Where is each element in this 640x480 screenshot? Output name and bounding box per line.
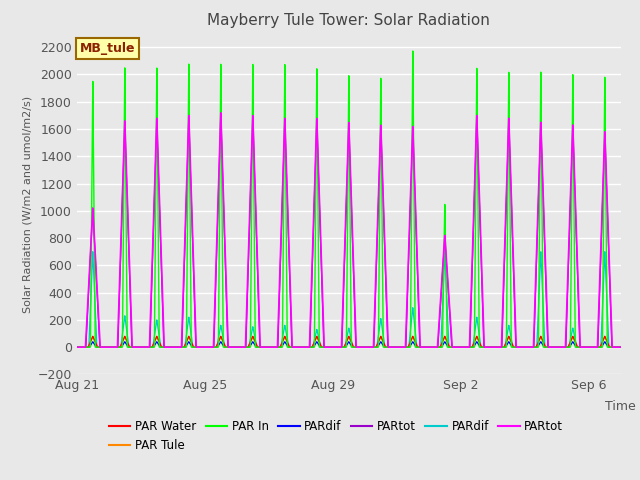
X-axis label: Time: Time bbox=[605, 400, 636, 413]
Title: Mayberry Tule Tower: Solar Radiation: Mayberry Tule Tower: Solar Radiation bbox=[207, 13, 490, 28]
Y-axis label: Solar Radiation (W/m2 and umol/m2/s): Solar Radiation (W/m2 and umol/m2/s) bbox=[22, 96, 32, 312]
Legend: PAR Water, PAR Tule, PAR In, PARdif, PARtot, PARdif, PARtot: PAR Water, PAR Tule, PAR In, PARdif, PAR… bbox=[104, 416, 568, 457]
Text: MB_tule: MB_tule bbox=[79, 42, 135, 55]
